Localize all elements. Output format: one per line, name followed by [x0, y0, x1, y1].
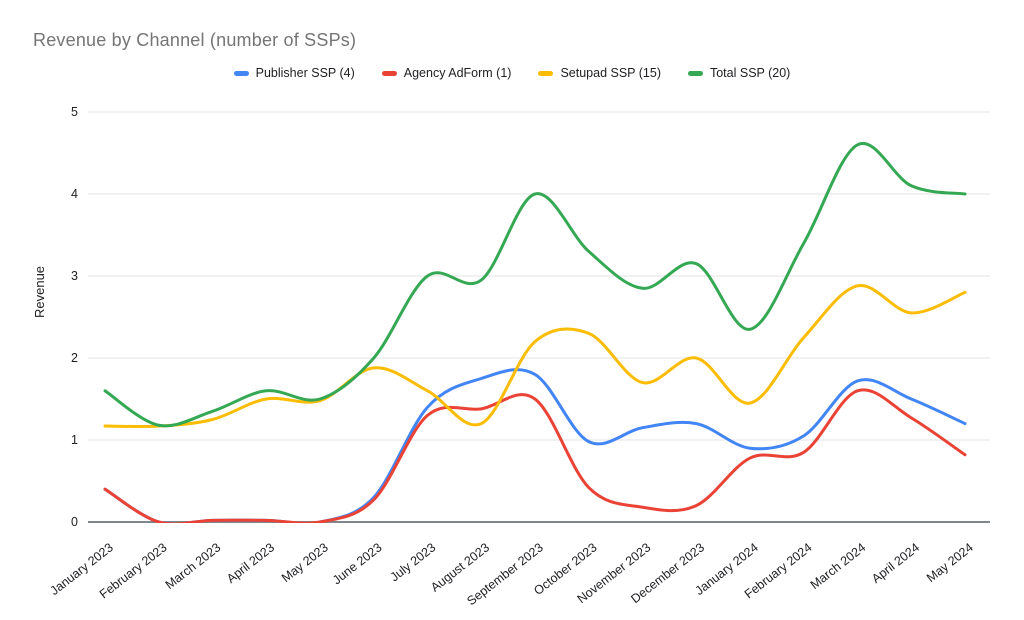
series-line: [103, 284, 967, 429]
x-tick-label: April 2024: [869, 540, 922, 586]
legend-item: Publisher SSP (4): [233, 66, 355, 80]
legend-label: Setupad SSP (15): [560, 66, 661, 80]
x-tick-label: April 2023: [224, 540, 277, 586]
legend-label: Publisher SSP (4): [255, 66, 355, 80]
legend-label: Agency AdForm (1): [403, 66, 512, 80]
legend-swatch: [233, 70, 249, 76]
series-line: [103, 388, 967, 523]
y-tick-label: 2: [71, 351, 78, 365]
x-tick-label: March 2024: [808, 540, 869, 592]
legend-item: Setupad SSP (15): [538, 66, 661, 80]
x-tick-label: March 2023: [163, 540, 224, 592]
legend-swatch: [687, 70, 703, 76]
legend-swatch: [381, 70, 397, 76]
legend-item: Agency AdForm (1): [381, 66, 512, 80]
series-line: [103, 368, 967, 523]
x-tick-label: May 2023: [279, 540, 331, 585]
legend-swatch: [538, 70, 554, 76]
x-tick-label: May 2024: [924, 540, 976, 585]
legend-item: Total SSP (20): [687, 66, 791, 80]
legend-label: Total SSP (20): [709, 66, 791, 80]
y-tick-label: 4: [71, 187, 78, 201]
chart-title: Revenue by Channel (number of SSPs): [33, 30, 357, 50]
x-tick-label: July 2023: [388, 540, 439, 584]
y-tick-label: 0: [71, 515, 78, 529]
series-line: [103, 141, 967, 428]
y-tick-label: 3: [71, 269, 78, 283]
y-tick-label: 1: [71, 433, 78, 447]
y-tick-label: 5: [71, 105, 78, 119]
legend: Publisher SSP (4) Agency AdForm (1) Setupa…: [0, 63, 1024, 83]
x-tick-label: June 2023: [330, 540, 385, 587]
